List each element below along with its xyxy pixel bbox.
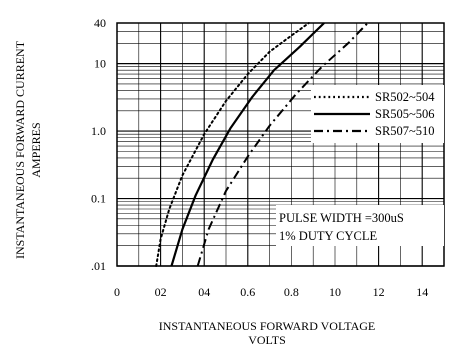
y-tick-label: 10 — [94, 57, 106, 71]
note-background — [276, 205, 444, 246]
x-tick-label: 02 — [155, 285, 167, 299]
legend-label-sr507-510: SR507~510 — [375, 124, 435, 138]
x-axis-title-line1: INSTANTANEOUS FORWARD VOLTAGE — [159, 319, 375, 333]
plot-frame — [116, 22, 445, 267]
series-lines — [155, 22, 369, 267]
x-tick-label: 0.8 — [284, 285, 299, 299]
series-line-sr502-504 — [155, 22, 310, 267]
x-tick-labels: 0 02 04 0.6 0.8 10 12 14 — [114, 285, 428, 299]
y-tick-label: 1.0 — [91, 124, 106, 138]
test-conditions-note: PULSE WIDTH =300uS 1% DUTY CYCLE — [276, 205, 444, 246]
note-duty-cycle: 1% DUTY CYCLE — [279, 229, 378, 243]
legend-label-sr502-504: SR502~504 — [375, 90, 435, 104]
y-tick-label: .01 — [91, 259, 106, 273]
series-line-sr505-506 — [170, 22, 325, 267]
x-axis-title-line2: VOLTS — [248, 333, 286, 347]
x-tick-label: 04 — [198, 285, 210, 299]
note-pulse-width: PULSE WIDTH =300uS — [279, 211, 404, 225]
y-axis-title-line1: INSTANTANEOUS FORWARD CURRENT — [13, 40, 27, 259]
y-tick-labels: 40 10 1.0 0.1 .01 — [91, 16, 106, 273]
y-tick-label: 40 — [94, 16, 106, 30]
x-tick-label: 12 — [373, 285, 385, 299]
x-tick-label: 14 — [416, 285, 428, 299]
x-tick-label: 10 — [329, 285, 341, 299]
x-tick-label: 0 — [114, 285, 120, 299]
x-tick-label: 0.6 — [240, 285, 255, 299]
y-tick-label: 0.1 — [91, 192, 106, 206]
legend-label-sr505-506: SR505~506 — [375, 107, 435, 121]
legend: SR502~504 SR505~506 SR507~510 — [311, 85, 444, 143]
series-line-sr507-510 — [196, 22, 369, 267]
y-axis-title-line2: AMPERES — [29, 122, 43, 177]
